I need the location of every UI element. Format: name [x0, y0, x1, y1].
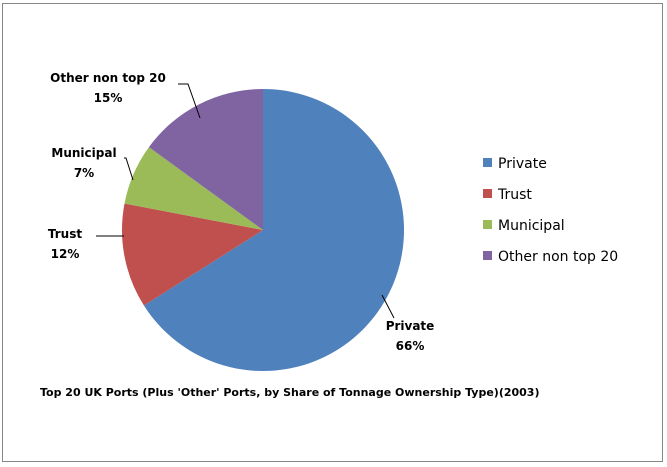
leader-line-other — [178, 83, 201, 119]
data-label-pct-other: 15% — [94, 91, 123, 105]
pie-slice-other-non-top-20 — [148, 89, 263, 230]
leader-lines — [96, 83, 395, 319]
legend-swatch-trust — [483, 189, 492, 198]
pie-slice-private — [143, 89, 404, 372]
leader-line-private — [381, 294, 395, 319]
legend-swatch-private — [483, 158, 492, 167]
legend-label-municipal: Municipal — [498, 218, 565, 234]
data-label-pct-trust: 12% — [51, 247, 80, 261]
data-label-pct-municipal: 7% — [74, 166, 94, 180]
legend: Private Trust Municipal Other non top 20 — [483, 156, 618, 265]
legend-swatch-municipal — [483, 220, 492, 229]
data-label-name-trust: Trust — [48, 227, 82, 241]
leader-line-municipal — [124, 157, 134, 181]
legend-swatch-other — [483, 251, 492, 260]
data-label-pct-private: 66% — [396, 339, 425, 353]
pie-slice-trust — [121, 203, 263, 306]
legend-label-other: Other non top 20 — [498, 249, 618, 265]
chart-title: Top 20 UK Ports (Plus 'Other' Ports, by … — [40, 386, 540, 399]
pie-slice-municipal — [124, 147, 263, 230]
data-label-name-other: Other non top 20 — [50, 71, 166, 85]
data-label-name-municipal: Municipal — [51, 146, 116, 160]
legend-label-private: Private — [498, 156, 547, 172]
data-label-name-private: Private — [386, 319, 435, 333]
pie-slices — [121, 89, 404, 372]
legend-label-trust: Trust — [497, 187, 532, 203]
